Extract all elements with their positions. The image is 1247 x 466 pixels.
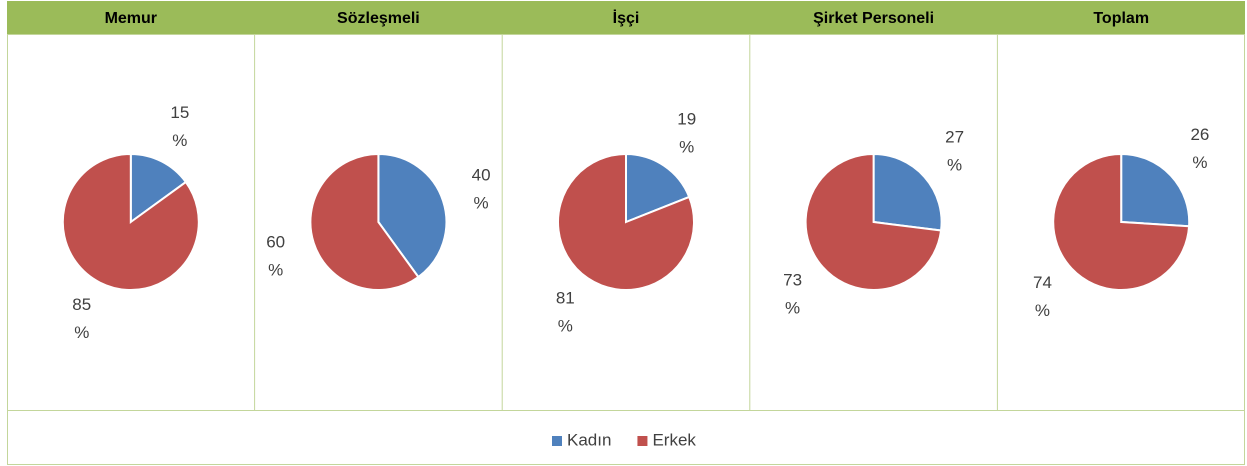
legend-swatch	[552, 436, 562, 446]
data-label: 19%	[677, 110, 696, 157]
chart-title: Sözleşmeli	[337, 10, 420, 27]
data-label: 74%	[1033, 273, 1052, 320]
data-label: 60%	[266, 232, 285, 279]
legend-label: Erkek	[652, 430, 696, 449]
chart-title: Şirket Personeli	[813, 10, 934, 27]
legend-swatch	[637, 436, 648, 446]
data-label: 15%	[170, 103, 189, 150]
chart-title: Memur	[105, 10, 157, 27]
pie-slice	[1120, 152, 1191, 228]
data-label: 73%	[783, 270, 802, 317]
data-label: 26%	[1190, 125, 1209, 172]
data-label: 85%	[72, 295, 91, 342]
pie-slice	[557, 152, 695, 291]
pie-slice	[1052, 152, 1191, 291]
data-label: 40%	[472, 166, 491, 213]
pie-slice	[872, 152, 943, 232]
header-row	[7, 1, 1245, 34]
table-border	[7, 34, 1245, 465]
legend-label: Kadın	[567, 430, 611, 449]
data-label: 81%	[556, 288, 575, 335]
pie-slice	[804, 152, 943, 291]
pie-slice	[61, 152, 200, 291]
chart-title: İşçi	[613, 9, 640, 27]
pie-slice	[129, 152, 188, 224]
pie-slice	[377, 152, 448, 279]
chart-title: Toplam	[1093, 10, 1149, 27]
pie-slice	[625, 152, 691, 224]
pie-slice	[309, 152, 420, 291]
data-label: 27%	[945, 128, 964, 175]
